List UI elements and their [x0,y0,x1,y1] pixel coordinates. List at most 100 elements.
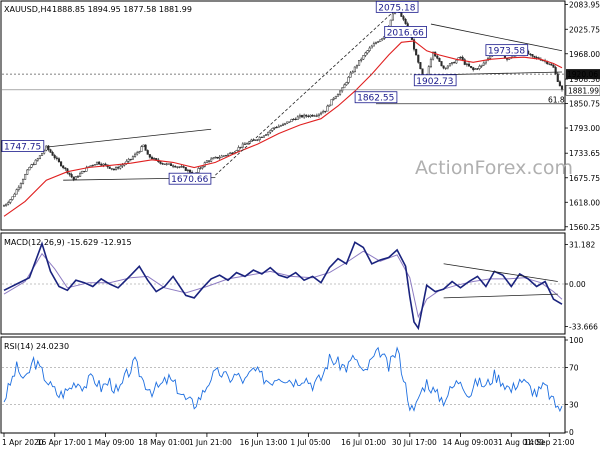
macd-series-group [2,241,565,331]
candle [328,104,331,107]
candle [148,154,151,159]
candle-body [353,66,356,73]
candle-body [62,165,65,169]
candle [174,165,177,168]
candle-body [229,152,232,155]
price-axis-label: 1675.75 [569,174,600,183]
x-axis-label: 1 May 09:00 [87,438,134,447]
candle-body [5,203,8,206]
candle [136,150,139,156]
candle [303,113,306,119]
candle [279,124,282,127]
price-box-1920 [566,69,600,80]
candle-body [131,156,134,160]
candle-body [121,164,124,167]
candle [70,172,73,179]
candle [347,75,350,85]
annotation-text: 2075.18 [378,3,415,13]
candle [351,70,354,74]
candle-body [15,189,18,195]
candle-body [368,47,371,51]
candle-body [415,49,418,56]
candle-body [438,58,441,62]
candle [7,200,10,206]
candle [72,176,75,182]
candle [201,165,204,170]
candle [64,167,67,171]
candle [465,62,468,67]
candle [309,114,312,118]
candle-body [148,154,151,158]
candle-body [250,139,253,142]
annotation-label: 1747.75 [1,140,45,153]
candle-body [377,41,380,43]
candle [110,168,113,171]
candle-body [552,64,555,68]
candle [32,162,35,166]
candle [294,117,297,121]
candle [358,60,361,66]
candle [370,44,373,49]
price-axis-label: 1560.25 [569,223,600,232]
candle [186,168,189,173]
candle-body [239,146,242,148]
candle [169,162,173,166]
candle [74,175,77,180]
candle [273,126,276,130]
candle [419,62,422,70]
candle-body [362,55,365,60]
candle-body [322,111,325,114]
candle [218,155,221,160]
candle-body [529,53,532,55]
candle [296,115,299,120]
candle-body [100,163,103,166]
candle [292,118,295,121]
candle-body [461,56,464,60]
candle [372,41,375,47]
candle [377,40,380,43]
candle [13,192,16,198]
candle-body [432,51,435,60]
candle-body [290,119,293,123]
candle-body [303,114,306,118]
candle-body [548,63,551,65]
candle [205,160,208,163]
candle-body [104,163,107,166]
candle-body [444,67,447,69]
candle [60,161,63,167]
candle-body [360,58,363,61]
candle-body [459,56,462,58]
candle-body [294,118,297,120]
candle-body [467,63,471,67]
candle-body [169,163,173,166]
candle [117,165,120,170]
candle-body [74,176,77,180]
candle [55,155,58,161]
candle-body [7,202,10,205]
candle-body [328,104,331,107]
candle-body [53,155,56,159]
candle-body [231,152,234,155]
candle [95,161,99,166]
candle-body [560,85,564,90]
candle [188,169,192,173]
candle-body [533,55,536,58]
candle-body [60,161,63,167]
macd-trendline [443,293,558,299]
annotation-label: 2075.18 [375,0,419,13]
candle [343,83,346,89]
candle-body [45,145,48,151]
candle-body [32,164,35,166]
candle-body [70,174,73,178]
candle [281,122,285,127]
candle [199,166,202,170]
candle-body [197,168,200,173]
candle-body [370,45,373,49]
candle [165,162,168,166]
candle-body [186,169,189,171]
candle [62,165,65,170]
price-axis-label: 1908.36 [569,75,600,84]
candle-body [102,163,105,166]
macd-panel [0,232,566,335]
